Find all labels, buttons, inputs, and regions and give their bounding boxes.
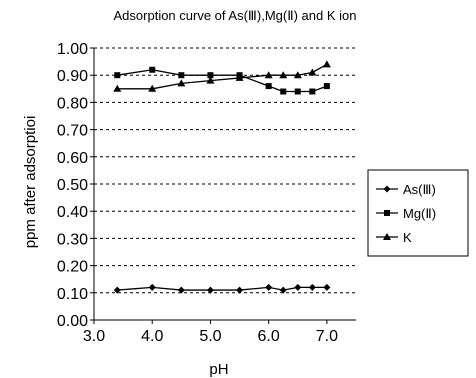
data-point bbox=[177, 286, 185, 294]
data-point bbox=[294, 88, 301, 95]
data-point bbox=[148, 283, 156, 291]
y-tick-label: 0.20 bbox=[57, 259, 88, 276]
data-point bbox=[235, 73, 244, 81]
data-point bbox=[308, 68, 317, 76]
x-tick-label: 3.0 bbox=[83, 328, 105, 345]
data-point bbox=[293, 71, 302, 79]
data-point bbox=[264, 71, 273, 79]
series-group bbox=[113, 60, 331, 294]
chart-title: Adsorption curve of As(Ⅲ),Mg(Ⅱ) and K io… bbox=[114, 8, 357, 23]
data-point bbox=[323, 83, 330, 90]
legend-label: As(Ⅲ) bbox=[403, 182, 436, 197]
x-tick-label: 7.0 bbox=[316, 328, 338, 345]
data-point bbox=[294, 283, 302, 291]
data-point bbox=[323, 283, 331, 291]
data-point bbox=[114, 72, 121, 79]
x-axis-label: pH bbox=[209, 361, 228, 378]
data-point bbox=[309, 88, 316, 95]
series-square bbox=[114, 66, 330, 95]
data-point bbox=[236, 286, 244, 294]
series-line bbox=[117, 63, 328, 90]
data-point bbox=[178, 72, 185, 79]
y-tick-label: 0.10 bbox=[57, 286, 88, 303]
legend-swatch-marker bbox=[384, 210, 390, 216]
y-axis-label: ppm after adsorptioi bbox=[22, 116, 39, 249]
data-point bbox=[206, 286, 214, 294]
data-point bbox=[177, 79, 186, 87]
y-tick-label: 0.90 bbox=[57, 68, 88, 85]
x-tick-labels: 3.0 4.0 5.0 6.0 7.0 bbox=[83, 320, 338, 345]
legend-label: Mg(Ⅱ) bbox=[403, 206, 436, 221]
data-point bbox=[279, 286, 287, 294]
y-tick-label: 1.00 bbox=[57, 41, 88, 58]
legend-label: K bbox=[403, 230, 412, 245]
data-point bbox=[113, 286, 121, 294]
data-point bbox=[206, 76, 215, 84]
y-tick-label: 0.40 bbox=[57, 204, 88, 221]
legend: As(Ⅲ) Mg(Ⅱ) K bbox=[367, 169, 469, 257]
y-tick-label: 0.70 bbox=[57, 123, 88, 140]
data-point bbox=[279, 71, 288, 79]
y-tick-label: 0.30 bbox=[57, 231, 88, 248]
grid-lines bbox=[94, 47, 356, 294]
y-tick-labels: 0.00 0.10 0.20 0.30 0.40 0.50 0.60 0.70 0.80 0.90… bbox=[57, 41, 94, 330]
y-tick-label: 0.50 bbox=[57, 177, 88, 194]
data-point bbox=[265, 83, 272, 90]
data-point bbox=[280, 88, 287, 95]
y-tick-label: 0.00 bbox=[57, 313, 88, 330]
data-point bbox=[207, 72, 214, 79]
legend-swatch-marker bbox=[383, 185, 391, 193]
data-point bbox=[265, 283, 273, 291]
series-line bbox=[117, 286, 327, 291]
y-tick-label: 0.60 bbox=[57, 150, 88, 167]
data-point bbox=[113, 84, 122, 92]
series-line bbox=[117, 69, 328, 93]
legend-swatch-marker bbox=[383, 233, 391, 240]
data-point bbox=[322, 60, 331, 68]
series-diamond bbox=[113, 283, 331, 294]
x-tick-label: 5.0 bbox=[199, 328, 221, 345]
series-triangle bbox=[113, 60, 331, 92]
data-point bbox=[148, 84, 157, 92]
x-tick-label: 6.0 bbox=[258, 328, 280, 345]
y-tick-label: 0.80 bbox=[57, 95, 88, 112]
x-tick-label: 4.0 bbox=[141, 328, 163, 345]
data-point bbox=[308, 283, 316, 291]
data-point bbox=[149, 66, 156, 73]
